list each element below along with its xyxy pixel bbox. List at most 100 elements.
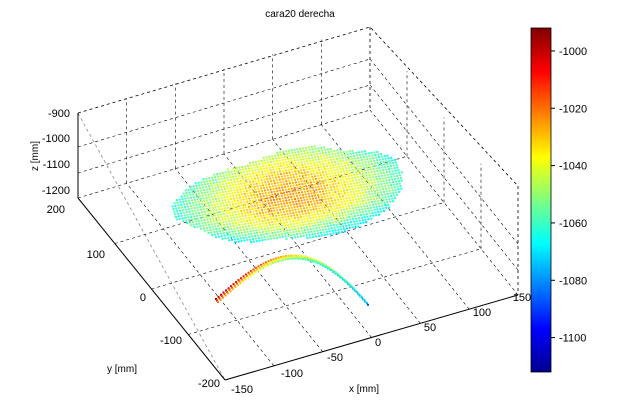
surface-point bbox=[241, 176, 244, 179]
surface-point bbox=[371, 162, 373, 165]
surface-point bbox=[277, 222, 280, 225]
surface-point bbox=[362, 175, 365, 178]
surface-point bbox=[332, 166, 335, 169]
surface-point bbox=[368, 155, 371, 157]
surface-point bbox=[268, 194, 271, 197]
surface-point bbox=[313, 145, 316, 148]
surface-point bbox=[240, 182, 243, 185]
surface-point bbox=[322, 171, 324, 174]
surface-point bbox=[387, 206, 390, 209]
surface-point bbox=[342, 186, 345, 189]
surface-point bbox=[298, 183, 301, 186]
surface-point bbox=[208, 188, 211, 190]
surface-point bbox=[243, 228, 245, 231]
surface-point bbox=[323, 203, 326, 206]
surface-point bbox=[242, 226, 245, 229]
surface-point bbox=[396, 166, 399, 169]
surface-point bbox=[331, 180, 333, 183]
surface-point bbox=[284, 166, 286, 169]
surface-point bbox=[238, 185, 241, 188]
surface-point bbox=[265, 233, 268, 235]
surface-point bbox=[216, 299, 218, 302]
surface-point bbox=[361, 170, 364, 172]
surface-point bbox=[326, 186, 329, 189]
surface-point bbox=[179, 209, 182, 212]
chart-title: cara20 derecha bbox=[265, 9, 335, 20]
surface-point bbox=[390, 175, 393, 178]
floor-grid-line bbox=[188, 248, 482, 335]
surface-point bbox=[221, 229, 224, 232]
surface-point bbox=[215, 189, 218, 192]
surface-point bbox=[242, 280, 244, 283]
surface-point bbox=[259, 212, 261, 215]
surface-point bbox=[206, 199, 209, 202]
surface-point bbox=[305, 176, 308, 179]
surface-point bbox=[198, 214, 201, 217]
surface-point bbox=[385, 168, 387, 171]
surface-point bbox=[312, 200, 315, 203]
surface-point bbox=[341, 203, 344, 206]
surface-point bbox=[318, 188, 321, 191]
surface-point bbox=[321, 263, 323, 266]
surface-point bbox=[188, 219, 191, 221]
surface-point bbox=[301, 191, 303, 194]
surface-point bbox=[334, 210, 337, 213]
surface-point bbox=[293, 187, 296, 190]
surface-point bbox=[353, 220, 355, 223]
surface-point bbox=[286, 182, 289, 185]
surface-point bbox=[214, 217, 217, 220]
surface-point bbox=[355, 289, 357, 292]
surface-point bbox=[259, 234, 262, 236]
surface-point bbox=[354, 176, 357, 179]
surface-point bbox=[308, 187, 311, 190]
surface-point bbox=[253, 185, 256, 188]
surface-point bbox=[188, 191, 191, 194]
surface-point bbox=[315, 259, 317, 262]
surface-point bbox=[301, 155, 304, 158]
surface-point bbox=[312, 197, 315, 200]
surface-point bbox=[355, 181, 358, 184]
surface-point bbox=[334, 152, 337, 155]
surface-point bbox=[265, 213, 268, 216]
surface-point bbox=[386, 173, 389, 176]
surface-point bbox=[328, 267, 331, 270]
surface-point bbox=[324, 179, 327, 181]
surface-point bbox=[294, 178, 296, 181]
surface-point bbox=[269, 263, 272, 266]
surface-point bbox=[269, 177, 272, 180]
surface-point bbox=[237, 279, 240, 282]
surface-point bbox=[275, 214, 278, 217]
surface-point bbox=[292, 154, 295, 157]
surface-point bbox=[294, 200, 297, 203]
surface-point bbox=[350, 204, 353, 207]
surface-point bbox=[276, 181, 279, 184]
surface-point bbox=[232, 214, 235, 217]
surface-point bbox=[232, 233, 235, 236]
surface-point bbox=[363, 196, 366, 199]
surface-point bbox=[342, 151, 345, 154]
surface-point bbox=[288, 171, 291, 174]
surface-point bbox=[303, 226, 306, 229]
surface-point bbox=[288, 190, 291, 193]
surface-point bbox=[364, 191, 367, 194]
surface-point bbox=[337, 171, 340, 174]
surface-point bbox=[292, 203, 295, 206]
surface-point bbox=[352, 287, 355, 290]
surface-point bbox=[237, 193, 240, 196]
surface-point bbox=[294, 181, 297, 184]
surface-point bbox=[319, 263, 322, 266]
surface-point bbox=[286, 155, 289, 158]
surface-point bbox=[199, 197, 202, 200]
surface-point bbox=[227, 190, 230, 193]
surface-point bbox=[303, 229, 306, 232]
surface-point bbox=[372, 206, 375, 209]
surface-point bbox=[347, 202, 350, 205]
surface-point bbox=[355, 217, 357, 220]
surface-point bbox=[383, 155, 386, 158]
surface-point bbox=[315, 216, 317, 219]
surface-point bbox=[240, 210, 242, 212]
surface-point bbox=[366, 158, 369, 161]
surface-point bbox=[249, 172, 252, 175]
surface-point bbox=[215, 298, 217, 300]
surface-point bbox=[222, 221, 225, 224]
